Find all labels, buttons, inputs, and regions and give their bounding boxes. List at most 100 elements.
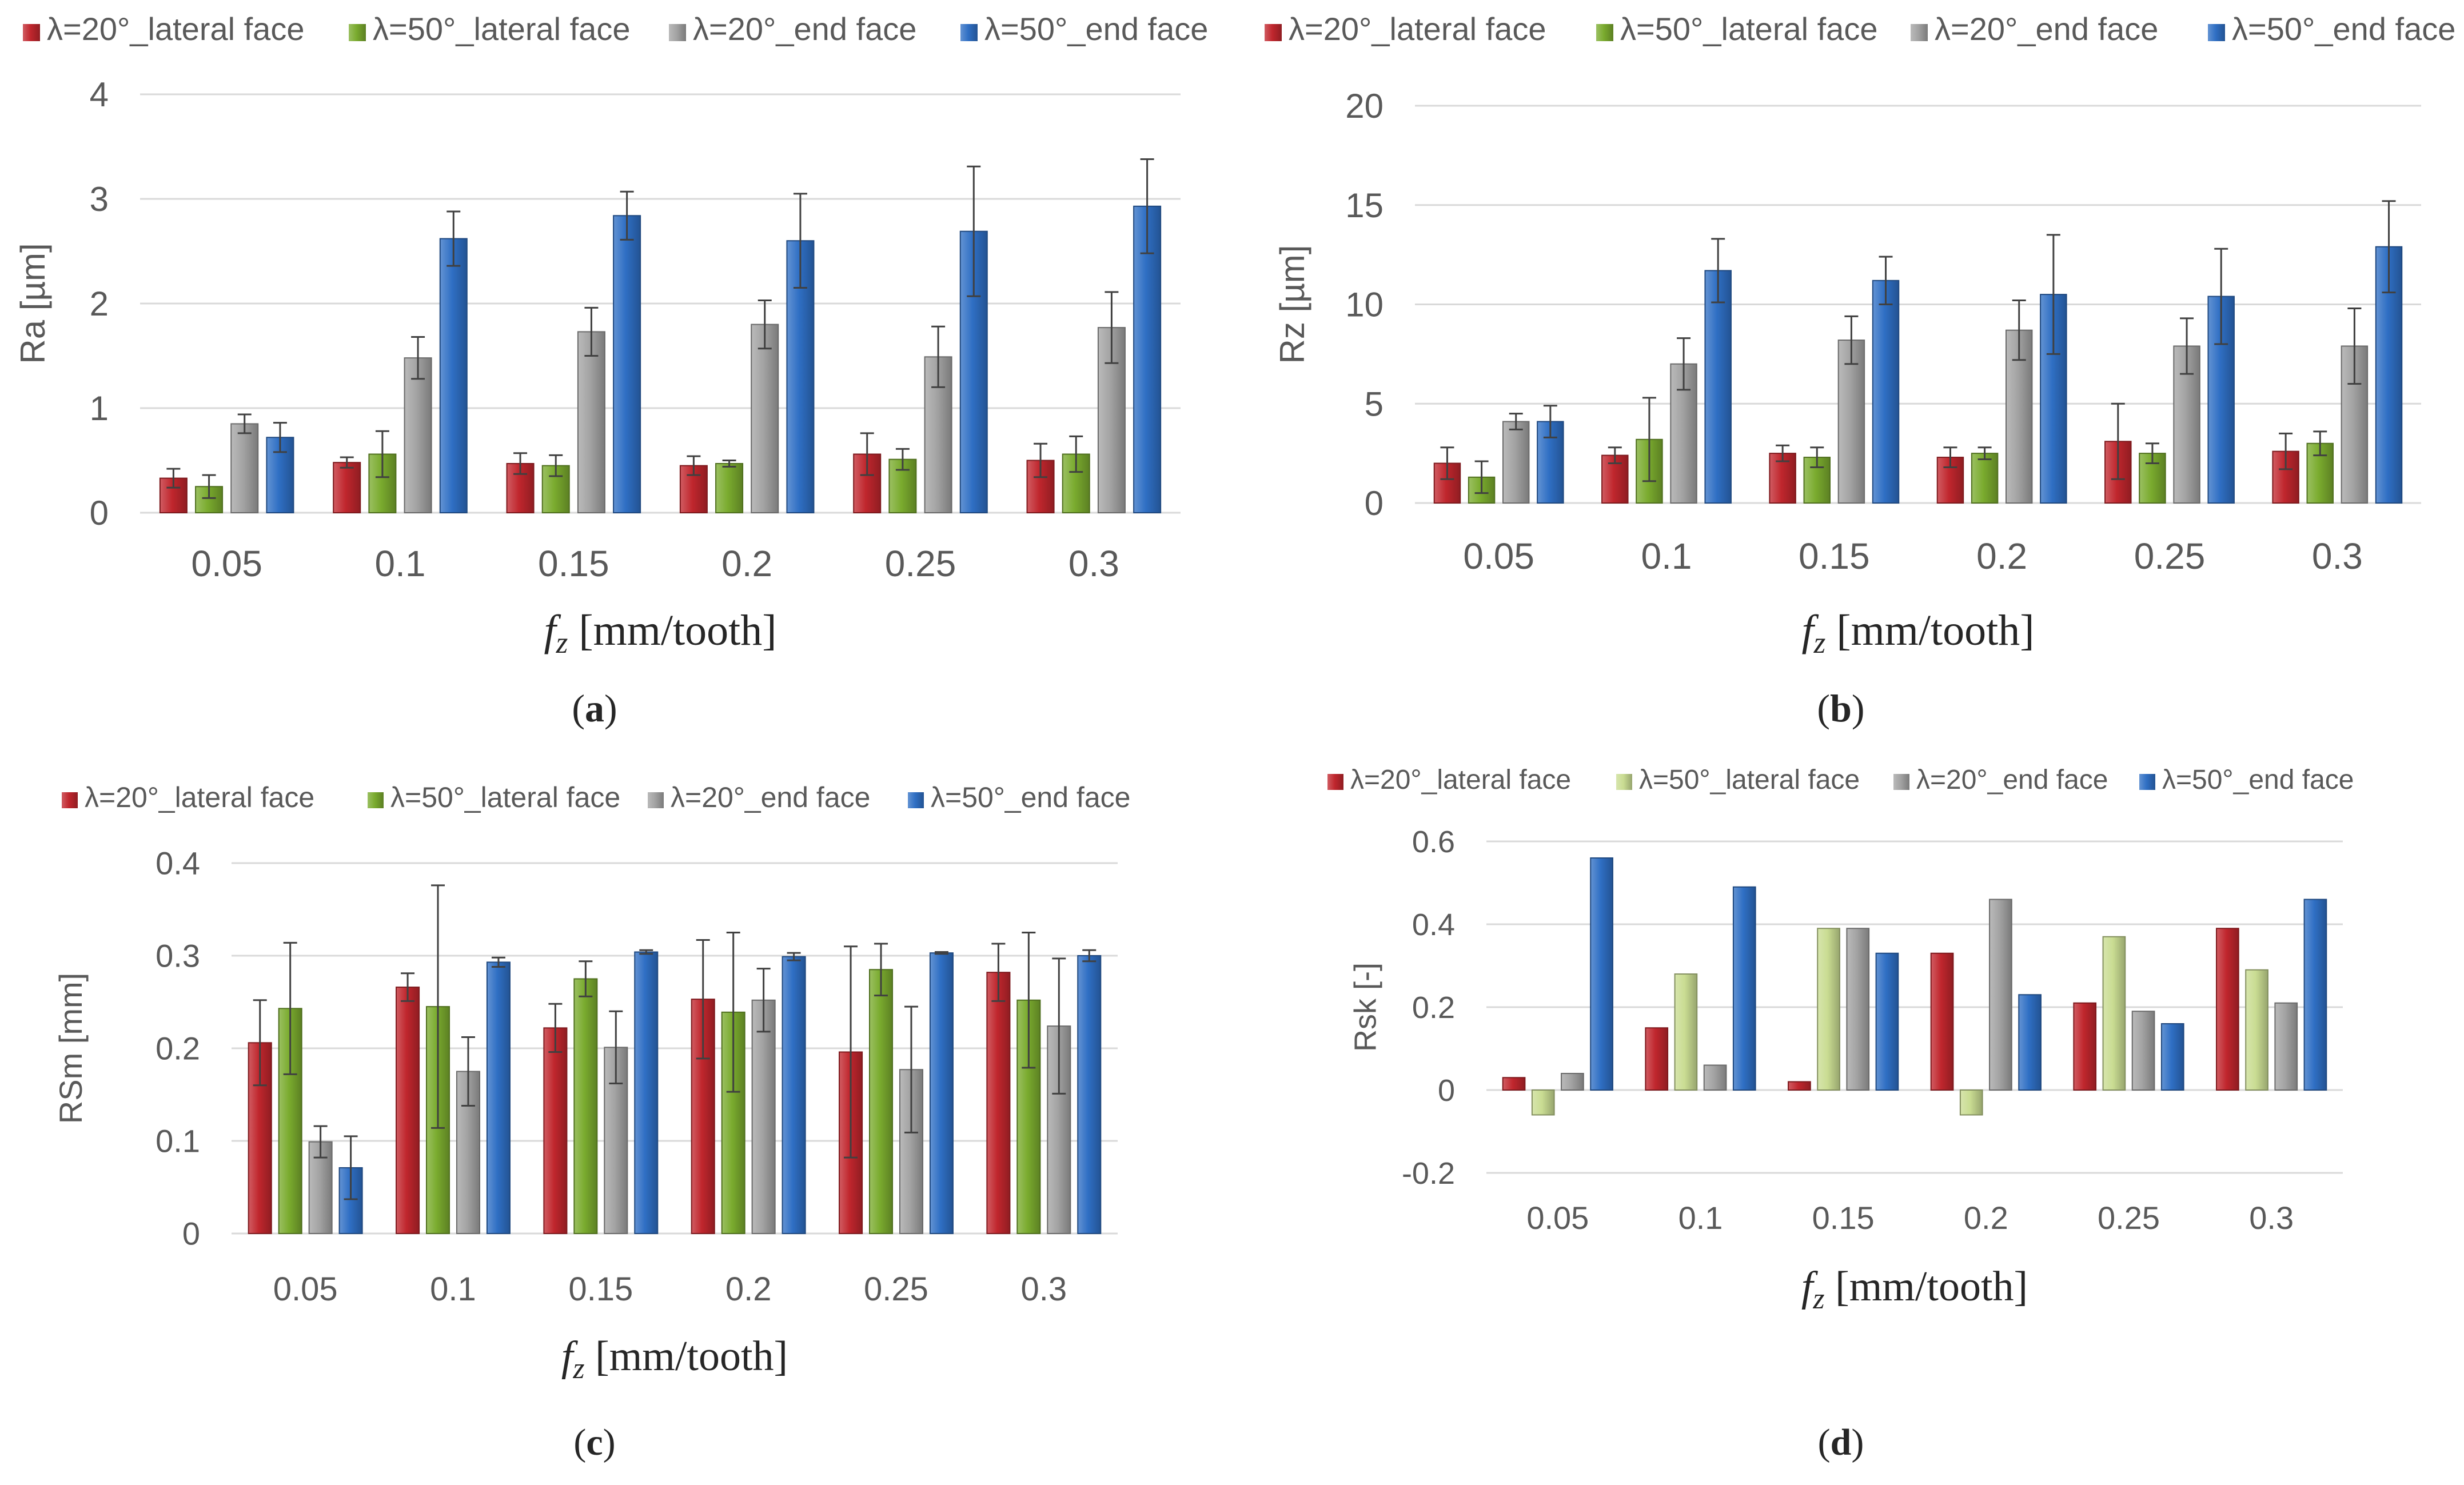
bar (1645, 1027, 1669, 1091)
bar (1788, 1081, 1811, 1091)
bar (1502, 421, 1530, 504)
y-tick-label: 0 (1438, 1073, 1455, 1108)
x-tick-label: 0.05 (273, 1271, 338, 1308)
x-axis-unit: [mm/tooth] (1825, 1263, 2028, 1310)
bar (404, 357, 432, 513)
bar (1133, 205, 1162, 513)
legend-swatch (1911, 24, 1928, 41)
bar (368, 453, 397, 514)
legend-label: λ=20°_end face (693, 11, 916, 47)
bar (1971, 453, 1999, 504)
x-tick-label: 0.05 (1526, 1200, 1589, 1236)
bar (266, 437, 294, 513)
bar (1732, 886, 1756, 1091)
bar (1704, 270, 1732, 504)
legend-label: λ=50°_end face (2232, 11, 2455, 47)
bar (2160, 1023, 2184, 1091)
x-tick-label: 0.3 (2249, 1200, 2294, 1236)
y-tick-label: 0.1 (156, 1123, 200, 1159)
x-tick-label: 0.25 (2134, 536, 2206, 577)
bar (1674, 973, 1698, 1091)
legend-item: λ=50°_lateral face (1596, 11, 1877, 47)
bar (2102, 936, 2126, 1091)
x-axis-label: fz [mm/tooth] (1801, 606, 2034, 660)
legend-label: λ=20°_end face (1935, 11, 2158, 47)
x-tick-label: 0.05 (191, 543, 262, 584)
legend-label: λ=20°_lateral face (47, 11, 304, 47)
panel-label: (d) (1818, 1422, 1864, 1463)
bar (751, 999, 776, 1234)
y-axis-label: RSm [mm] (53, 973, 89, 1124)
y-tick-label: -0.2 (1402, 1156, 1455, 1191)
legend-swatch (2208, 24, 2225, 41)
legend-item: λ=50°_end face (2139, 765, 2354, 795)
legend-label: λ=50°_lateral face (1620, 11, 1877, 47)
panel-c: λ=20°_lateral face λ=50°_lateral face λ=20… (53, 781, 1131, 1463)
x-tick-label: 0.25 (864, 1271, 928, 1308)
x-tick-label: 0.3 (1021, 1271, 1067, 1308)
bar (1872, 280, 1900, 504)
bar (751, 324, 779, 513)
y-tick-label: 0.3 (156, 938, 200, 974)
legend-swatch (960, 24, 978, 41)
x-axis-subscript: z (1813, 626, 1826, 660)
legend-item: λ=50°_lateral face (368, 781, 620, 813)
panel-label: (c) (573, 1422, 615, 1463)
y-tick-label: 0.4 (1412, 908, 1455, 942)
legend-item: λ=50°_end face (908, 781, 1130, 813)
x-tick-label: 0.3 (1068, 543, 1119, 584)
y-axis-label: Rsk [-] (1348, 963, 1382, 1052)
y-tick-label: 0.4 (156, 845, 200, 881)
bar (439, 238, 468, 513)
x-tick-label: 0.15 (1799, 536, 1870, 577)
y-tick-label: 0 (90, 494, 109, 532)
bar (634, 951, 659, 1235)
bar (308, 1141, 333, 1234)
legend-item: λ=50°_lateral face (1616, 765, 1860, 795)
legend-label: λ=50°_lateral face (373, 11, 630, 47)
legend-swatch (349, 24, 366, 41)
legend-label: λ=50°_end face (931, 781, 1130, 813)
legend-item: λ=20°_lateral face (62, 781, 314, 813)
bar (333, 462, 361, 513)
bar (782, 956, 806, 1234)
y-tick-label: 2 (90, 285, 109, 323)
legend-swatch (669, 24, 686, 41)
x-tick-label: 0.1 (1678, 1200, 1723, 1236)
bar (1502, 1077, 1526, 1091)
bar (2245, 969, 2268, 1091)
x-tick-label: 0.2 (1976, 536, 2027, 577)
bar (1561, 1073, 1584, 1091)
bar (1837, 340, 1865, 504)
x-tick-label: 0.1 (375, 543, 426, 584)
legend-label: λ=20°_end face (1916, 765, 2108, 795)
legend-label: λ=50°_end face (2162, 765, 2354, 795)
bar (577, 331, 605, 513)
x-tick-label: 0.15 (568, 1271, 633, 1308)
legend-item: λ=50°_end face (960, 11, 1208, 47)
bar (2216, 928, 2239, 1091)
legend-swatch (2139, 774, 2155, 790)
legend-swatch (1327, 774, 1343, 790)
x-tick-label: 0.05 (1463, 536, 1534, 577)
legend-item: λ=20°_lateral face (1265, 11, 1546, 47)
x-axis-label: fz [mm/tooth] (561, 1333, 788, 1385)
x-axis-subscript: z (556, 626, 568, 660)
bar (1846, 928, 1870, 1091)
bar (230, 423, 259, 514)
legend-item: λ=50°_lateral face (349, 11, 630, 47)
y-tick-label: 0 (182, 1216, 200, 1252)
legend-swatch (368, 792, 384, 808)
x-tick-label: 0.2 (725, 1271, 772, 1308)
x-tick-label: 0.1 (1641, 536, 1692, 577)
panel-a: λ=20°_lateral face λ=50°_lateral face λ=20… (14, 11, 1209, 730)
y-tick-label: 0.2 (1412, 991, 1455, 1025)
legend-item: λ=20°_lateral face (23, 11, 304, 47)
bar (869, 969, 894, 1235)
x-tick-label: 0.1 (430, 1271, 476, 1308)
bar (1531, 1089, 1555, 1116)
panel-b: λ=20°_lateral face λ=50°_lateral face λ=20… (1265, 11, 2455, 730)
legend-item: λ=20°_end face (1911, 11, 2158, 47)
legend-swatch (23, 24, 40, 41)
